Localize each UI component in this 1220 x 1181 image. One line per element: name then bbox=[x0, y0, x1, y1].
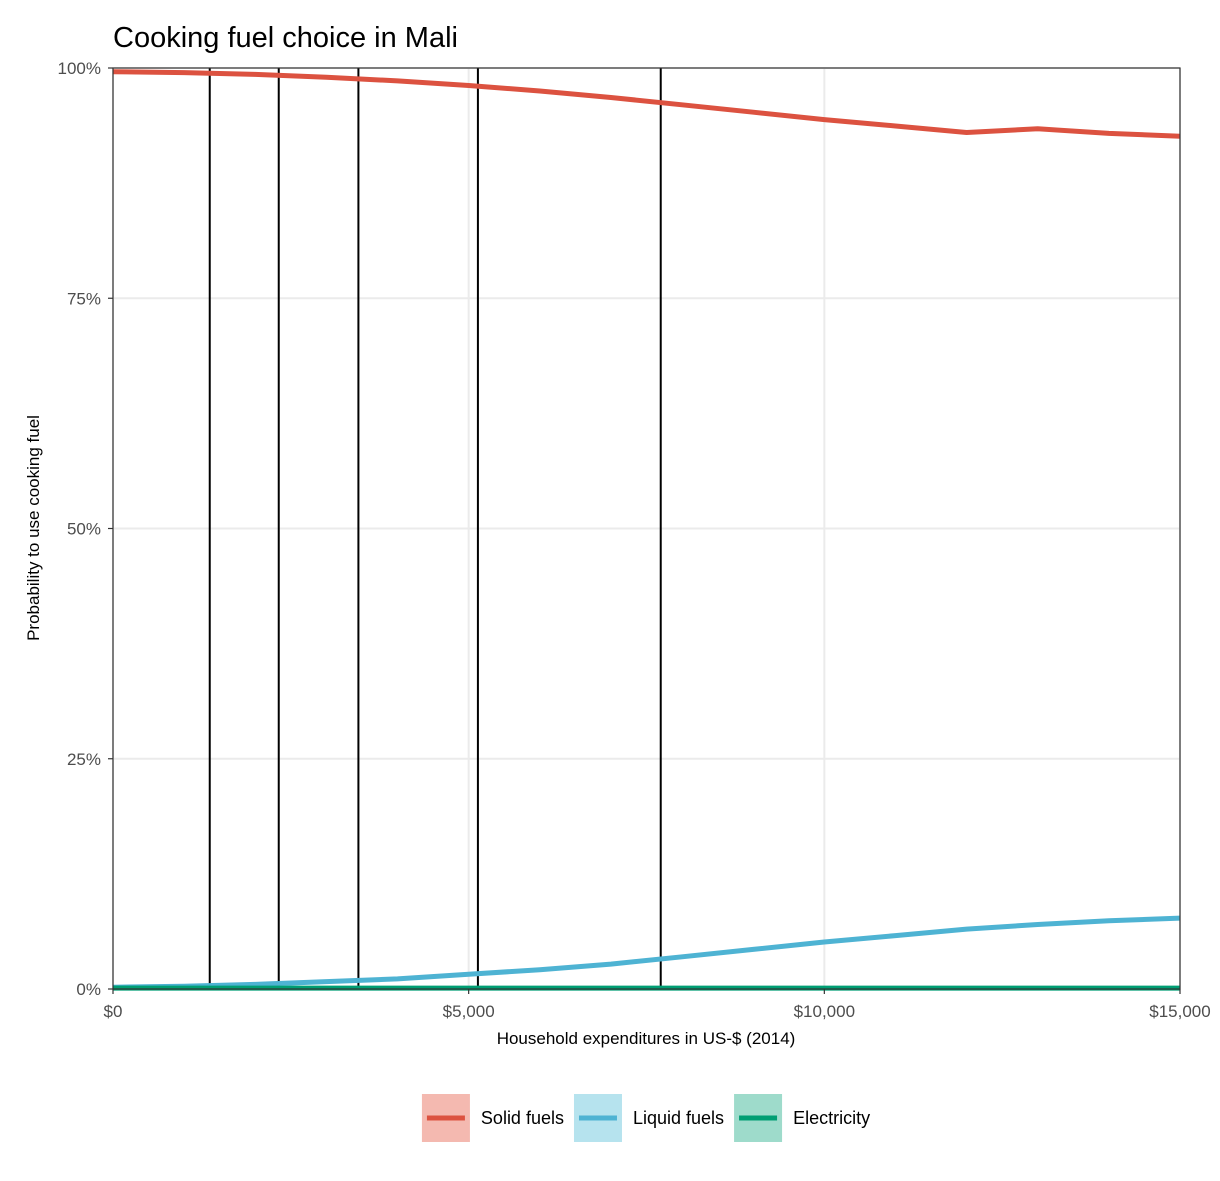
y-tick-label: 75% bbox=[67, 289, 101, 308]
x-tick-label: $0 bbox=[104, 1002, 123, 1021]
y-tick-label: 100% bbox=[58, 59, 101, 78]
x-axis-title: Household expenditures in US-$ (2014) bbox=[497, 1029, 796, 1048]
grid bbox=[112, 67, 1181, 990]
series-line-liquid-fuels bbox=[112, 915, 1181, 990]
legend-label: Solid fuels bbox=[481, 1108, 564, 1128]
y-axis-ticks: 0% 25% 50% 75% 100% bbox=[58, 59, 113, 999]
x-tick-label: $5,000 bbox=[443, 1002, 495, 1021]
y-tick-label: 0% bbox=[76, 980, 101, 999]
y-axis-title: Probability to use cooking fuel bbox=[24, 415, 43, 641]
legend-label: Electricity bbox=[793, 1108, 870, 1128]
chart-title: Cooking fuel choice in Mali bbox=[113, 22, 458, 54]
x-tick-label: $10,000 bbox=[794, 1002, 855, 1021]
vertical-marker-lines bbox=[208, 68, 662, 989]
legend: Solid fuels Liquid fuels Electricity bbox=[421, 1094, 870, 1142]
series-lines bbox=[112, 69, 1181, 991]
x-tick-label: $15,000 bbox=[1149, 1002, 1210, 1021]
series-line-solid-fuels bbox=[112, 69, 1181, 139]
legend-label: Liquid fuels bbox=[633, 1108, 724, 1128]
y-tick-label: 25% bbox=[67, 750, 101, 769]
x-axis-ticks: $0 $5,000 $10,000 $15,000 bbox=[104, 989, 1211, 1021]
y-tick-label: 50% bbox=[67, 520, 101, 539]
